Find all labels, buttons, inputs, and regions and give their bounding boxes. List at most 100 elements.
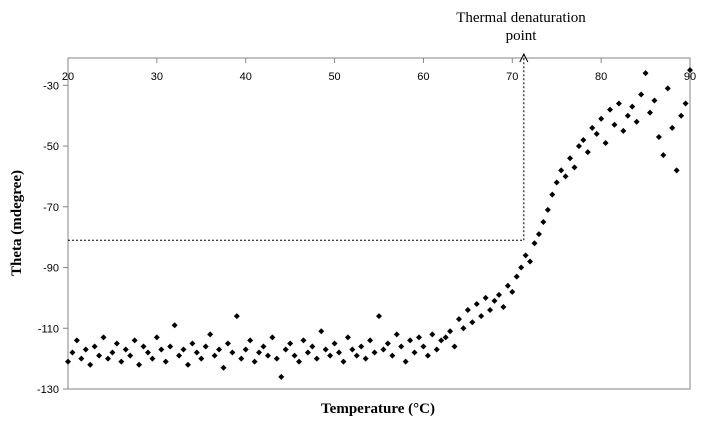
data-point <box>313 355 320 362</box>
data-point <box>247 337 254 344</box>
data-point <box>362 355 369 362</box>
x-tick-label: 30 <box>151 71 163 83</box>
data-point <box>371 349 378 356</box>
data-point <box>127 352 134 359</box>
data-point <box>531 240 538 247</box>
data-point <box>193 349 200 356</box>
data-point <box>349 346 356 353</box>
data-point <box>242 346 249 353</box>
data-point <box>287 340 294 347</box>
data-point <box>318 328 325 335</box>
data-point <box>91 343 98 350</box>
data-point <box>353 352 360 359</box>
data-point <box>535 231 542 238</box>
data-point <box>589 124 596 131</box>
data-point <box>669 124 676 131</box>
data-point <box>593 130 600 137</box>
data-point <box>104 355 111 362</box>
data-point <box>251 358 258 365</box>
data-point <box>331 340 338 347</box>
data-point <box>464 307 471 314</box>
data-point <box>82 346 89 353</box>
data-point <box>167 343 174 350</box>
data-point <box>256 349 263 356</box>
data-point <box>433 346 440 353</box>
data-point <box>682 100 689 107</box>
y-tick-label: -70 <box>43 202 59 214</box>
data-point <box>69 349 76 356</box>
data-point <box>415 334 422 341</box>
data-point <box>184 361 191 368</box>
data-point <box>549 191 556 198</box>
data-point <box>580 136 587 143</box>
data-point <box>100 334 107 341</box>
data-point <box>424 352 431 359</box>
data-point <box>442 334 449 341</box>
data-point <box>309 343 316 350</box>
data-point <box>96 352 103 359</box>
data-point <box>291 352 298 359</box>
x-tick-label: 70 <box>506 71 518 83</box>
data-point <box>571 164 578 171</box>
data-point <box>438 337 445 344</box>
data-point <box>229 349 236 356</box>
data-point <box>642 70 649 77</box>
data-point <box>158 346 165 353</box>
data-point <box>358 343 365 350</box>
data-point <box>655 133 662 140</box>
y-tick-label: -110 <box>38 323 59 335</box>
data-point <box>180 346 187 353</box>
data-point <box>162 358 169 365</box>
data-point <box>260 343 267 350</box>
data-point <box>300 337 307 344</box>
annotation-line1: Thermal denaturation <box>456 10 586 26</box>
data-point <box>575 143 582 150</box>
data-point <box>376 313 382 320</box>
data-point <box>233 313 240 320</box>
data-point <box>322 346 329 353</box>
data-point <box>367 337 374 344</box>
data-point <box>65 358 71 365</box>
data-point <box>664 85 671 92</box>
x-tick-label: 20 <box>62 71 74 83</box>
data-point <box>513 273 520 280</box>
data-point <box>522 252 529 259</box>
data-point <box>73 337 80 344</box>
data-point <box>509 288 516 295</box>
data-point <box>455 316 462 323</box>
y-tick-label: -30 <box>43 80 59 92</box>
data-point <box>207 331 214 338</box>
plot-area <box>67 57 691 390</box>
data-point <box>451 343 458 350</box>
data-point <box>624 112 631 119</box>
data-point <box>336 349 343 356</box>
data-point <box>282 346 289 353</box>
x-axis-title: Temperature (°C) <box>321 401 435 417</box>
data-point <box>407 337 414 344</box>
data-point <box>216 346 223 353</box>
data-point <box>500 304 507 311</box>
data-point <box>198 355 205 362</box>
data-point <box>269 334 276 341</box>
data-point <box>615 100 622 107</box>
data-point <box>340 358 347 365</box>
data-point <box>567 155 574 162</box>
data-point <box>211 352 218 359</box>
x-tick-label: 40 <box>240 71 252 83</box>
data-point <box>144 349 151 356</box>
data-point <box>478 313 485 320</box>
y-tick-label: -50 <box>43 141 59 153</box>
data-point <box>118 358 125 365</box>
data-point <box>598 115 605 122</box>
data-point <box>153 334 160 341</box>
data-point <box>584 149 591 156</box>
data-point <box>176 352 183 359</box>
data-point <box>558 167 565 174</box>
data-point <box>429 331 436 338</box>
data-point <box>469 319 476 326</box>
data-point <box>122 346 129 353</box>
data-point <box>327 352 334 359</box>
data-point <box>189 340 196 347</box>
annotation-line2: point <box>506 28 538 44</box>
